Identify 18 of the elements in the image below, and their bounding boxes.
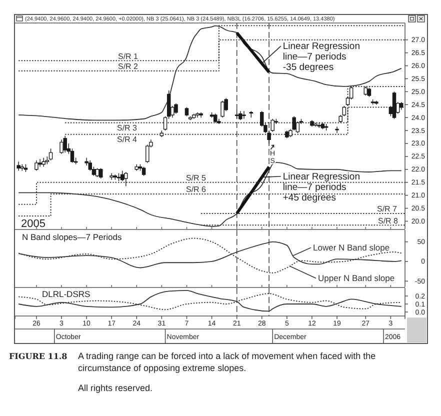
series-label: S/R 5 <box>186 174 207 183</box>
text: A trading range can be forced into a lack of movement when faced with the circumstance of opposing extreme slopes. <box>78 351 376 373</box>
annotation: Linear Regression line—7 periods -35 degrees <box>282 41 360 74</box>
annotation: 2005 <box>21 218 46 230</box>
series-label: S/R 6 <box>186 185 207 194</box>
series-label: Upper N Band slope <box>318 273 395 284</box>
series-label: S/R 1 <box>118 52 139 61</box>
series-label: S/R 8 <box>378 216 399 226</box>
legend-label: Lower N Band slope <box>313 242 390 253</box>
series-label: S/R 3 <box>117 123 138 132</box>
caption: FIGURE 11.8 <box>9 351 68 361</box>
series-label: S/R 2 <box>118 62 139 72</box>
series-label: S/R 7 <box>377 204 398 214</box>
chart-title: N Band slopes—7 Periods <box>22 232 122 242</box>
chart-title: DLRL-DSRS <box>42 289 91 299</box>
series-label: S/R 4 <box>117 134 138 144</box>
annotation: Linear Regression line—7 periods +45 degrees <box>282 171 360 204</box>
text: All rights reserved. <box>78 383 153 393</box>
